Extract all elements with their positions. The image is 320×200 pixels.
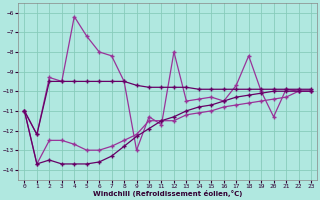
X-axis label: Windchill (Refroidissement éolien,°C): Windchill (Refroidissement éolien,°C)	[93, 190, 242, 197]
